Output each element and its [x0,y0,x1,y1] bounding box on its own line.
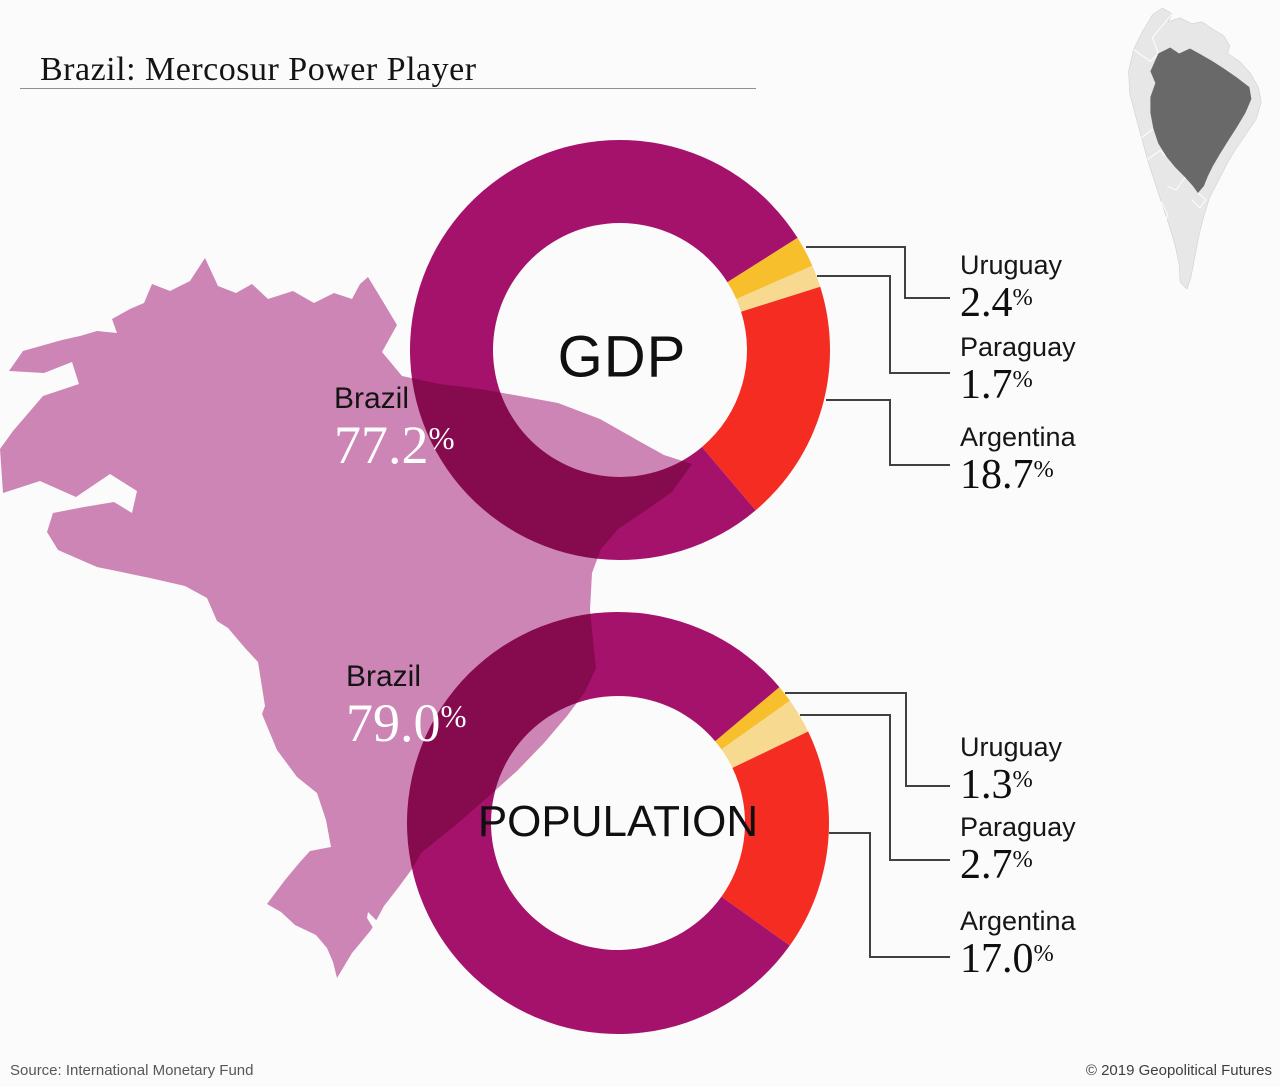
lagoon-lake [367,912,386,942]
country-name: Uruguay [960,732,1063,762]
gdp-brazil-name: Brazil [334,382,410,415]
percent-sign: % [1012,284,1033,311]
population-brazil-name: Brazil [346,660,422,693]
donut-chart-gdp [410,140,830,561]
value: 1.7 [960,361,1013,408]
value: 2.4 [960,279,1013,326]
south-america-inset-map [1128,7,1262,290]
population-slice-uruguay [715,687,790,750]
percent-sign: % [1012,766,1033,793]
value: 1.3 [960,761,1013,808]
gdp-slice-argentina [702,286,830,511]
gdp-callout-paraguay [817,275,950,374]
gdp-brazil-percentage: 77.2% [334,411,455,473]
population-slice-paraguay [721,700,809,768]
brazil-highlight [1150,47,1252,194]
gdp-callout-uruguay [806,246,950,299]
country-percentage: 1.7% [960,358,1076,407]
country-name: Paraguay [960,812,1076,842]
population-slice-argentina [721,731,829,946]
gdp-center-label: GDP [557,324,687,390]
percent-sign: % [1033,940,1054,967]
population-brazil-label: Brazil 79.0% [346,660,467,751]
source-note: Source: International Monetary Fund [10,1062,254,1079]
population-brazil-value: 79.0 [346,693,441,754]
country-percentage: 1.3% [960,758,1062,807]
gdp-slice-paraguay [736,265,821,312]
value: 18.7 [960,451,1034,498]
country-borders [1133,13,1207,272]
gdp-argentina-label: Argentina 18.7% [960,422,1076,497]
country-percentage: 18.7% [960,448,1076,497]
gdp-callout-argentina [826,399,950,466]
population-brazil-percentage: 79.0% [346,689,467,751]
country-percentage: 2.7% [960,838,1076,887]
population-paraguay-label: Paraguay 2.7% [960,812,1076,887]
percent-sign: % [440,699,467,734]
page-title: Brazil: Mercosur Power Player [40,50,477,88]
percent-sign: % [1012,846,1033,873]
donut-chart-population [407,611,829,1034]
gdp-brazil-value: 77.2 [334,415,429,476]
country-name: Paraguay [960,332,1076,362]
gdp-slice-brazil [410,140,798,561]
gdp-brazil-label: Brazil 77.2% [334,382,455,473]
population-slice-brazil [407,611,790,1034]
gdp-uruguay-label: Uruguay 2.4% [960,250,1062,325]
population-callout-paraguay [800,714,950,861]
population-uruguay-label: Uruguay 1.3% [960,732,1062,807]
population-callout-uruguay [785,692,950,787]
country-name: Argentina [960,906,1076,936]
value: 17.0 [960,935,1034,982]
percent-sign: % [1012,366,1033,393]
title-rule [20,88,756,89]
gdp-paraguay-label: Paraguay 1.7% [960,332,1076,407]
population-center-label: POPULATION [477,797,759,846]
population-argentina-label: Argentina 17.0% [960,906,1076,981]
country-percentage: 2.4% [960,276,1062,325]
country-name: Uruguay [960,250,1063,280]
percent-sign: % [428,421,455,456]
country-percentage: 17.0% [960,932,1076,981]
copyright-note: © 2019 Geopolitical Futures [1085,1062,1272,1079]
country-name: Argentina [960,422,1076,452]
population-callout-argentina [829,832,950,958]
percent-sign: % [1033,456,1054,483]
value: 2.7 [960,841,1013,888]
gdp-slice-uruguay [727,237,813,300]
